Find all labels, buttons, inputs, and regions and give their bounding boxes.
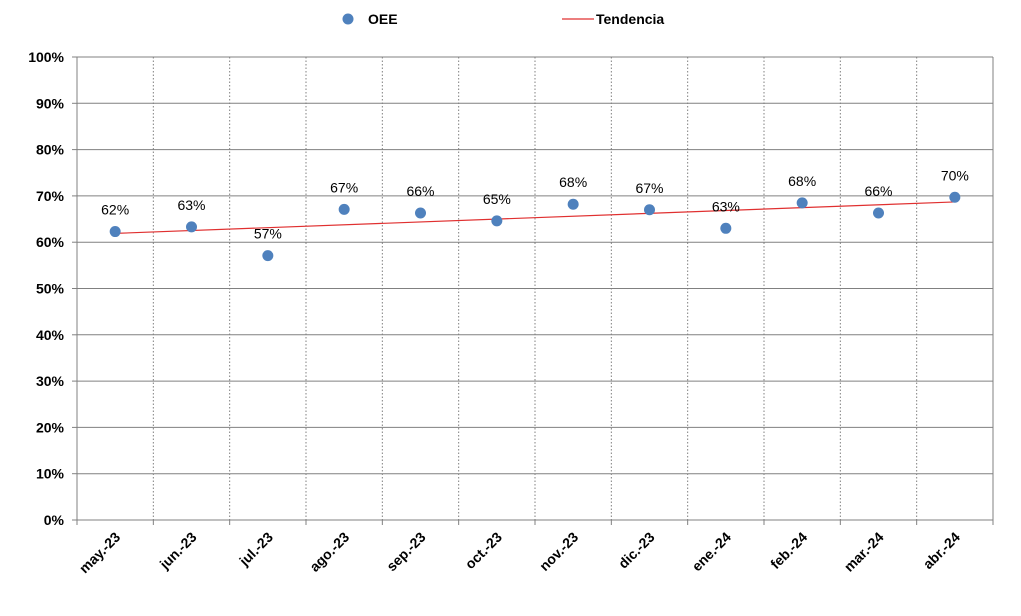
legend-oee-marker: [342, 13, 354, 25]
axis-layer: 0% 10% 20% 30% 40% 50% 60% 70% 80% 90% 100% may.-23…: [28, 49, 994, 577]
data-label: 70%: [941, 167, 969, 183]
data-label: 62%: [101, 202, 129, 218]
data-label: 66%: [406, 183, 434, 199]
x-tick-label: feb.-24: [767, 529, 810, 572]
y-tick-label: 80%: [36, 142, 65, 158]
y-tick-label: 100%: [28, 49, 64, 65]
x-tick-label: ago.-23: [306, 529, 352, 575]
x-tick-label: ene.-24: [689, 529, 735, 575]
x-tick-label: dic.-23: [615, 529, 658, 572]
data-label: 63%: [177, 197, 205, 213]
y-tick-label: 0%: [44, 512, 65, 528]
x-tick-label: sep.-23: [383, 529, 429, 575]
oee-point: [186, 221, 197, 233]
y-tick-label: 60%: [36, 234, 65, 250]
y-tick-label: 30%: [36, 373, 65, 389]
legend-trend-label: Tendencia: [596, 11, 664, 27]
oee-point: [109, 226, 121, 238]
data-label: 67%: [635, 180, 663, 196]
oee-point: [338, 203, 350, 215]
x-tick-label: abr.-24: [920, 529, 963, 572]
y-tick-label: 50%: [36, 281, 65, 297]
points-layer: [109, 191, 961, 262]
trendline: [115, 201, 955, 235]
legend-oee-label: OEE: [368, 11, 398, 27]
data-label: 57%: [254, 226, 282, 242]
x-tick-label: mar.-24: [841, 529, 887, 575]
oee-point: [720, 222, 732, 234]
x-tick-label: may.-23: [76, 529, 124, 577]
oee-point: [644, 204, 655, 216]
data-labels-layer: 62% 63% 57% 67% 66% 65% 68% 67% 63% 68% 66% 70%: [101, 167, 969, 241]
data-label: 68%: [559, 174, 587, 190]
oee-point: [491, 215, 503, 227]
data-label: 66%: [864, 183, 892, 199]
legend: OEE Tendencia: [342, 11, 664, 27]
oee-point: [567, 198, 579, 210]
y-tick-label: 70%: [36, 188, 65, 204]
x-tick-label: nov.-23: [536, 529, 581, 574]
oee-point: [796, 197, 808, 209]
y-tick-label: 40%: [36, 327, 65, 343]
y-tick-label: 10%: [36, 466, 65, 482]
data-label: 67%: [330, 179, 358, 195]
oee-point: [262, 250, 274, 262]
oee-point: [873, 207, 884, 219]
oee-point: [949, 191, 961, 203]
x-tick-label: jul.-23: [235, 529, 276, 570]
x-tick-label: oct.-23: [462, 529, 505, 572]
data-label: 68%: [788, 173, 816, 189]
x-tick-label: jun.-23: [156, 529, 200, 573]
y-tick-label: 90%: [36, 95, 65, 111]
oee-point: [415, 207, 426, 219]
grid-layer: [77, 56, 994, 521]
data-label: 65%: [483, 191, 511, 207]
data-label: 63%: [712, 198, 740, 214]
trendline-layer: [115, 201, 955, 235]
y-tick-label: 20%: [36, 419, 65, 435]
